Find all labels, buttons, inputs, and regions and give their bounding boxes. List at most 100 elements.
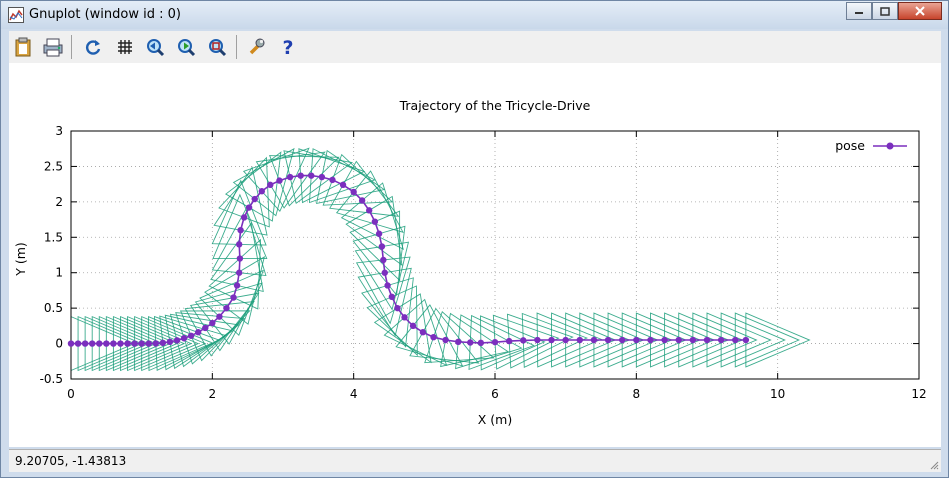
pose-point [236,255,244,262]
toolbar-separator [236,35,237,59]
wrench-icon [249,38,265,55]
x-tick-label: 12 [911,387,926,401]
pose-point [467,339,474,346]
zoom-prev-button[interactable] [143,35,167,59]
minimize-button[interactable] [846,2,872,20]
pose-point [166,338,174,345]
pose-point [233,282,241,289]
pose-point [235,269,243,276]
y-tick-label: 0.5 [44,301,63,315]
pose-point [647,336,654,344]
y-tick-label: 3 [55,124,63,138]
zoom-previous-icon [147,39,165,57]
legend-marker [886,142,894,150]
window-controls [846,2,942,22]
pose-point [366,207,373,214]
pose-point [267,181,274,189]
svg-text:?: ? [282,37,293,57]
pose-point [173,337,181,344]
clipboard-icon [15,37,31,57]
pose-point [661,336,668,344]
pose-point [117,340,124,347]
pose-point [202,324,209,332]
pose-point [717,336,725,344]
pose-point [375,230,383,237]
pose-point [419,329,427,336]
mouse-coordinates: 9.20705, -1.43813 [15,454,127,468]
pose-point [548,336,555,344]
pose-point [180,335,188,342]
close-icon [915,6,925,16]
robot-body-triangle [213,166,268,236]
pose-point [604,336,612,344]
title-bar[interactable]: Gnuplot (window id : 0) [1,1,948,29]
replot-button[interactable] [81,35,105,59]
window-title: Gnuplot (window id : 0) [29,7,181,22]
status-bar: 9.20705, -1.43813 [9,449,941,472]
toolbar: ? [9,31,941,63]
autoscale-button[interactable] [205,35,229,59]
print-button[interactable] [41,35,65,59]
pose-point [633,336,640,344]
x-tick-label: 2 [209,387,217,401]
pose-point [245,204,253,211]
trajectory-chart[interactable]: 0 2 4 6 8 10 12 -0.5 0 0.5 1 1.5 2 2.5 3 Trajectory of… [9,63,941,447]
pose-point [187,332,195,339]
refresh-icon [86,40,101,55]
y-tick-label: 0 [55,337,63,351]
close-button[interactable] [898,2,942,20]
pose-point [703,336,711,344]
pose-point [394,304,401,312]
grid-icon [118,40,132,54]
y-tick-label: 1 [55,266,63,280]
zoom-next-icon [178,39,196,57]
pose-point [81,340,89,347]
grid-button[interactable] [113,35,137,59]
x-axis-label: X (m) [478,412,512,427]
pose-point [442,336,449,344]
maximize-button[interactable] [872,2,898,20]
y-tick-label: -0.5 [40,372,63,386]
pose-point [286,173,294,181]
copy-clipboard-button[interactable] [11,35,35,59]
pose-point [732,336,739,344]
y-tick-label: 2 [55,195,63,209]
pose-point [381,269,388,276]
pose-point [520,337,527,344]
pose-point [455,338,462,345]
y-tick-label: 2.5 [44,159,63,173]
pose-point [339,181,347,189]
pose-point [237,227,244,234]
legend-label: pose [835,138,865,153]
pose-point [297,172,304,179]
pose-point [675,336,682,344]
pose-point [318,173,326,181]
resize-grip-icon[interactable] [929,460,939,470]
pose-point [223,304,230,312]
chart-title: Trajectory of the Tricycle-Drive [399,98,591,113]
pose-point [689,336,697,344]
pose-point [216,313,223,320]
pose-point [96,340,103,347]
x-tick-label: 0 [67,387,75,401]
plot-area[interactable]: 0 2 4 6 8 10 12 -0.5 0 0.5 1 1.5 2 2.5 3 Trajectory of… [9,63,941,447]
pose-point [276,177,283,184]
pose-point [195,329,202,336]
pose-point [491,338,499,346]
x-tick-label: 4 [350,387,358,401]
options-button[interactable] [245,35,269,59]
pose-point [477,339,485,347]
pose-point [258,188,265,195]
pose-point [159,339,167,347]
pose-point [152,340,159,347]
x-tick-label: 10 [770,387,785,401]
zoom-next-button[interactable] [174,35,198,59]
help-button[interactable]: ? [276,35,300,59]
y-axis-label: Y (m) [13,242,28,277]
pose-point [590,336,598,344]
pose-point [358,197,366,204]
pose-point [89,340,96,347]
pose-point [230,294,237,301]
pose-point [562,336,569,344]
pose-point [235,241,243,248]
